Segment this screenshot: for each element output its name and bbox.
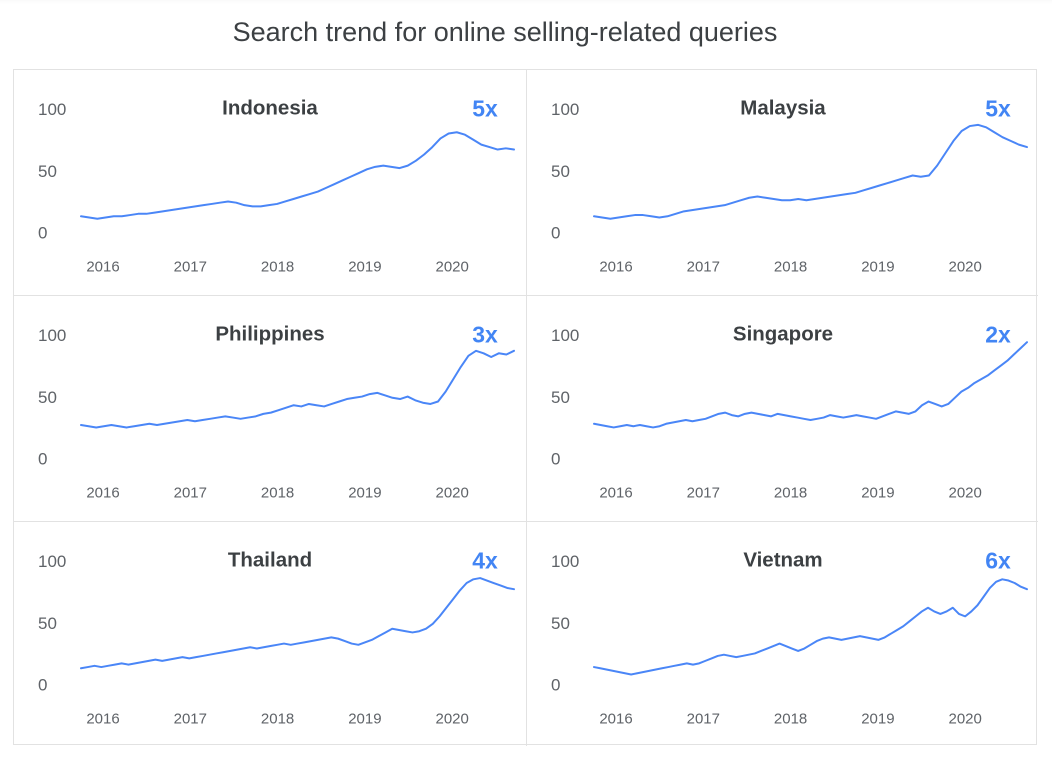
svg-text:2020: 2020 xyxy=(949,710,982,727)
svg-text:2016: 2016 xyxy=(86,485,119,502)
svg-text:50: 50 xyxy=(551,388,570,407)
svg-text:2017: 2017 xyxy=(687,485,720,502)
svg-text:2x: 2x xyxy=(985,322,1011,348)
svg-text:4x: 4x xyxy=(472,547,498,573)
svg-text:2018: 2018 xyxy=(774,259,807,276)
svg-text:0: 0 xyxy=(551,450,560,469)
svg-text:50: 50 xyxy=(38,162,57,181)
svg-text:100: 100 xyxy=(551,326,579,345)
svg-text:50: 50 xyxy=(551,162,570,181)
svg-text:0: 0 xyxy=(38,450,47,469)
svg-text:Malaysia: Malaysia xyxy=(740,97,826,120)
svg-text:5x: 5x xyxy=(472,95,498,121)
svg-text:Vietnam: Vietnam xyxy=(743,548,822,571)
svg-text:Thailand: Thailand xyxy=(228,548,312,571)
svg-text:2020: 2020 xyxy=(436,710,469,727)
svg-text:2018: 2018 xyxy=(774,710,807,727)
svg-text:50: 50 xyxy=(38,613,57,632)
svg-text:5x: 5x xyxy=(985,95,1011,121)
svg-text:2018: 2018 xyxy=(261,259,294,276)
svg-text:100: 100 xyxy=(38,326,66,345)
svg-text:2019: 2019 xyxy=(861,485,894,502)
svg-text:6x: 6x xyxy=(985,547,1011,573)
svg-text:2016: 2016 xyxy=(86,710,119,727)
svg-text:100: 100 xyxy=(38,100,66,119)
svg-text:2020: 2020 xyxy=(436,485,469,502)
svg-text:2020: 2020 xyxy=(436,259,469,276)
svg-text:Philippines: Philippines xyxy=(215,323,324,346)
svg-text:Indonesia: Indonesia xyxy=(222,97,318,120)
svg-text:2017: 2017 xyxy=(174,485,207,502)
svg-text:2018: 2018 xyxy=(261,710,294,727)
svg-text:2018: 2018 xyxy=(774,485,807,502)
svg-text:0: 0 xyxy=(38,675,47,694)
svg-text:100: 100 xyxy=(551,552,579,571)
svg-text:0: 0 xyxy=(551,224,560,243)
svg-text:100: 100 xyxy=(551,100,579,119)
svg-text:2017: 2017 xyxy=(174,710,207,727)
svg-text:2016: 2016 xyxy=(599,485,632,502)
svg-text:2020: 2020 xyxy=(949,259,982,276)
svg-text:Singapore: Singapore xyxy=(733,323,833,346)
svg-text:2019: 2019 xyxy=(348,710,381,727)
svg-text:2016: 2016 xyxy=(599,710,632,727)
svg-text:2018: 2018 xyxy=(261,485,294,502)
svg-text:0: 0 xyxy=(38,224,47,243)
svg-text:50: 50 xyxy=(38,388,57,407)
svg-text:2017: 2017 xyxy=(174,259,207,276)
svg-text:2019: 2019 xyxy=(348,485,381,502)
svg-text:2016: 2016 xyxy=(599,259,632,276)
svg-text:3x: 3x xyxy=(472,322,498,348)
svg-text:50: 50 xyxy=(551,613,570,632)
svg-text:2016: 2016 xyxy=(86,259,119,276)
svg-text:2020: 2020 xyxy=(949,485,982,502)
svg-text:2019: 2019 xyxy=(861,259,894,276)
svg-text:2017: 2017 xyxy=(687,259,720,276)
svg-text:2017: 2017 xyxy=(687,710,720,727)
svg-text:0: 0 xyxy=(551,675,560,694)
svg-text:100: 100 xyxy=(38,552,66,571)
svg-text:2019: 2019 xyxy=(348,259,381,276)
svg-text:2019: 2019 xyxy=(861,710,894,727)
